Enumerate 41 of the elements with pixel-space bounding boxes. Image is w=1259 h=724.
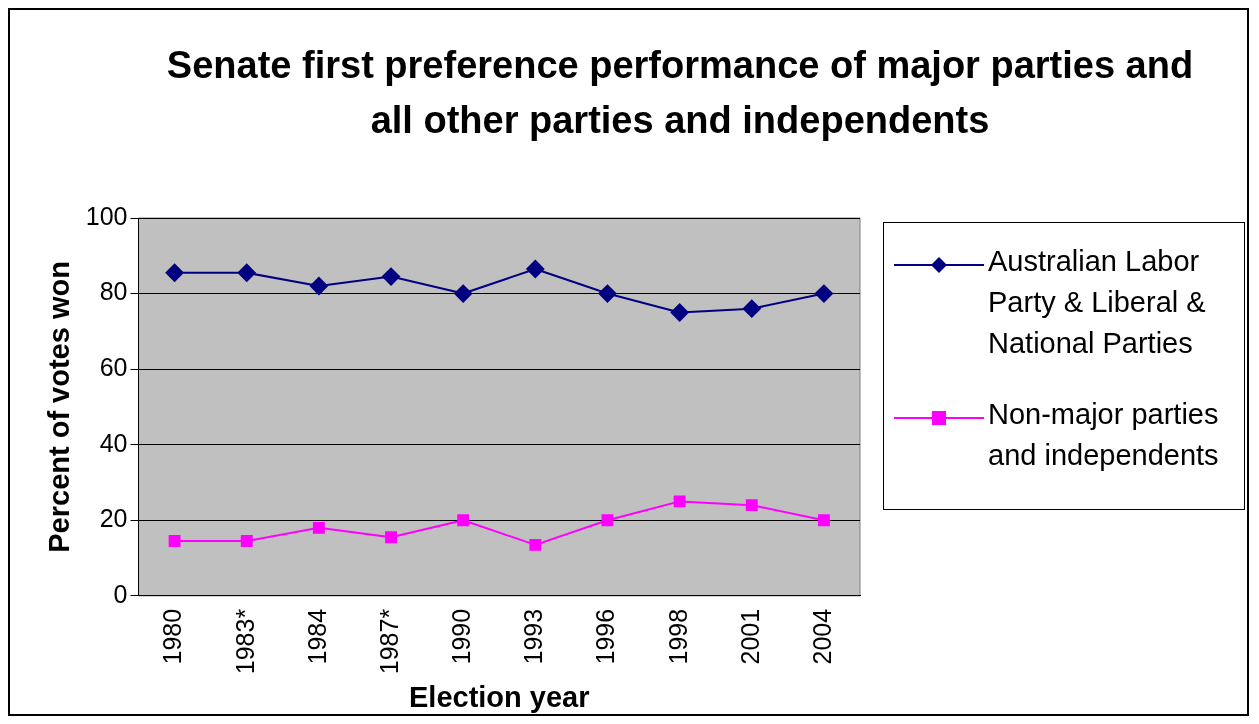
x-tick-label: 2001 — [735, 608, 764, 665]
point — [598, 284, 617, 303]
x-axis-title: Election year — [408, 680, 590, 713]
point — [601, 514, 614, 527]
point — [237, 263, 256, 282]
x-tick-label: 1983* — [230, 608, 259, 675]
point — [382, 267, 401, 286]
point — [814, 284, 833, 303]
chart-title: Senate first preference performance of major parties and all other parties and independents — [165, 43, 1195, 143]
x-tick-label: 1980 — [158, 608, 187, 665]
point — [673, 495, 686, 508]
x-tick-label: 1984 — [302, 608, 331, 665]
x-tick-label: 2004 — [807, 608, 836, 665]
x-tick-label: 1993 — [519, 608, 548, 665]
x-tick-label: 1987* — [374, 608, 403, 675]
point — [168, 535, 181, 548]
point — [817, 514, 830, 527]
x-tick-label: 1998 — [663, 608, 692, 665]
y-tick-label: 80 — [99, 277, 128, 306]
y-axis-title: Percent of votes won — [43, 261, 76, 553]
x-tick-label: 1990 — [447, 608, 476, 665]
y-tick-label: 60 — [99, 353, 128, 382]
point — [312, 521, 325, 534]
y-tick-label: 40 — [99, 428, 128, 457]
point — [745, 499, 758, 512]
legend-label: Non-major parties and independents — [988, 397, 1220, 473]
point — [526, 260, 545, 279]
point — [309, 277, 328, 296]
point — [742, 299, 761, 318]
point — [670, 303, 689, 322]
y-tick-label: 20 — [99, 504, 128, 533]
point — [454, 284, 473, 303]
point — [529, 538, 542, 551]
y-tick-label: 100 — [85, 201, 128, 230]
point — [165, 263, 184, 282]
point — [240, 535, 253, 548]
legend-label: Australian Labor Party & Liberal & National Parties — [988, 244, 1207, 361]
point — [385, 531, 397, 544]
x-tick-label: 1996 — [591, 608, 620, 665]
point — [457, 514, 470, 527]
y-tick-label: 0 — [113, 579, 128, 608]
